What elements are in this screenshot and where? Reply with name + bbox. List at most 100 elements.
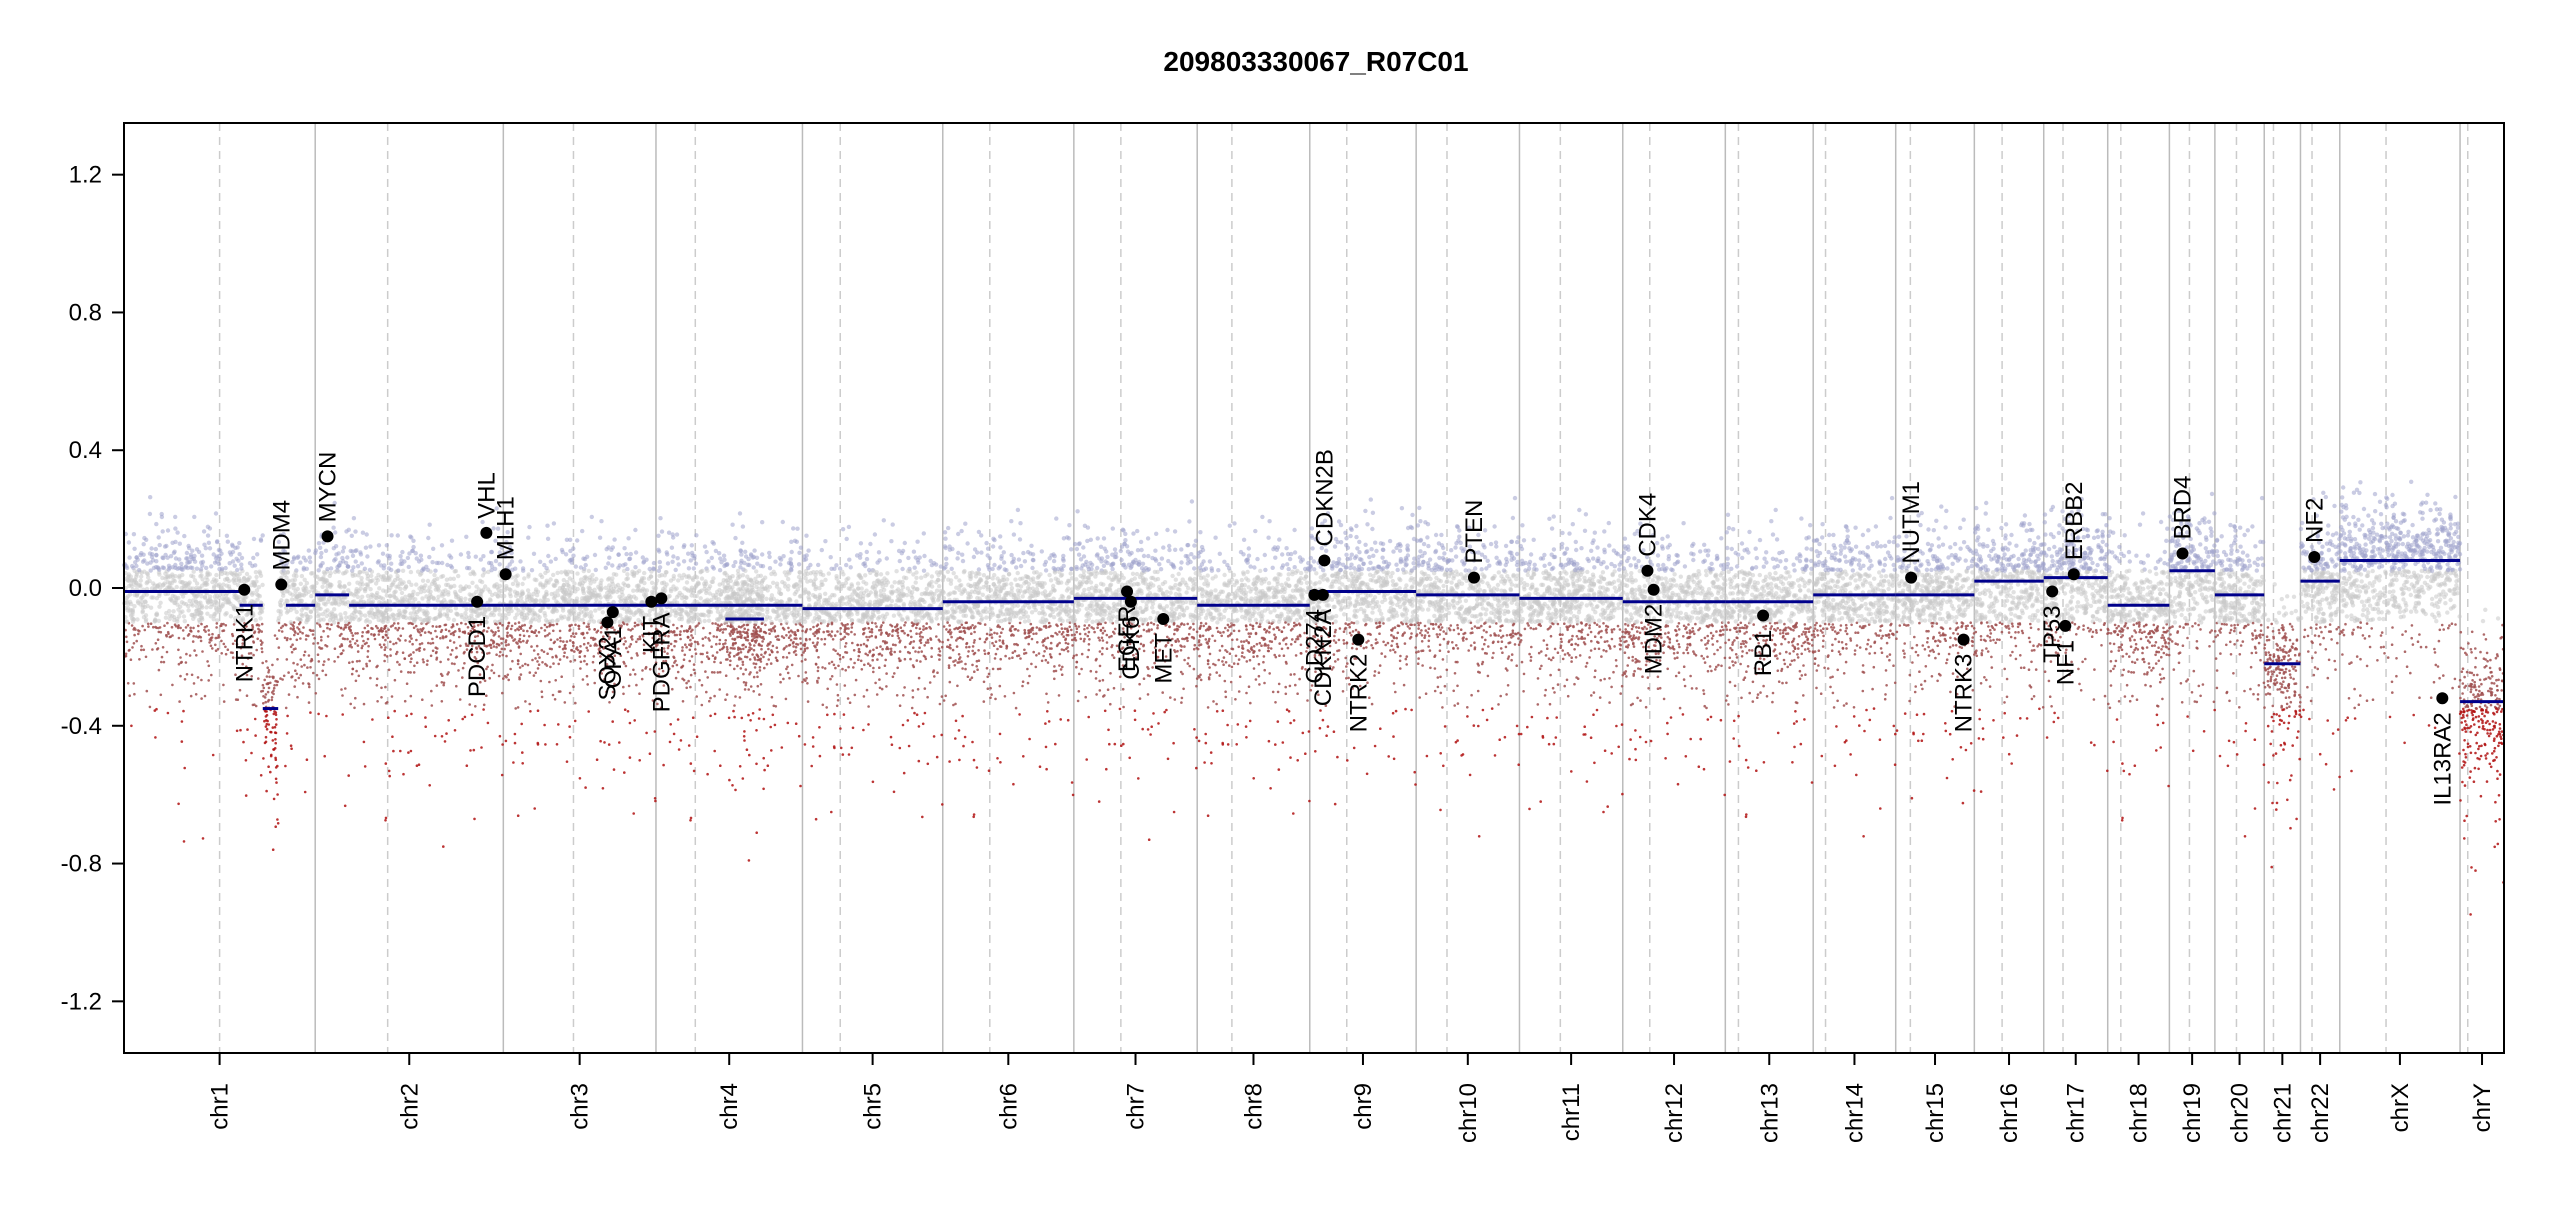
probe-point <box>696 580 700 584</box>
probe-point <box>379 643 382 646</box>
probe-point <box>352 516 356 520</box>
probe-point <box>480 611 484 615</box>
probe-point <box>267 765 270 768</box>
probe-point <box>265 693 268 696</box>
probe-point <box>612 537 616 541</box>
probe-point <box>839 627 842 630</box>
probe-point <box>389 654 392 657</box>
probe-point <box>903 772 906 775</box>
probe-point <box>767 555 771 559</box>
probe-point <box>726 651 729 654</box>
probe-point <box>186 673 189 676</box>
probe-point <box>701 661 704 664</box>
probe-point <box>459 645 462 648</box>
probe-point <box>168 597 172 601</box>
probe-point <box>316 603 320 607</box>
probe-point <box>132 532 136 536</box>
probe-point <box>464 607 468 611</box>
probe-point <box>410 657 413 660</box>
probe-point <box>641 669 644 672</box>
probe-point <box>772 645 775 648</box>
probe-point <box>299 637 302 640</box>
probe-point <box>560 548 564 552</box>
probe-point <box>707 587 711 591</box>
probe-point <box>677 718 680 721</box>
probe-point <box>733 536 737 540</box>
probe-point <box>426 599 430 603</box>
probe-point <box>760 600 764 604</box>
probe-point <box>787 672 790 675</box>
probe-point <box>738 657 741 660</box>
probe-point <box>514 733 517 736</box>
probe-point <box>707 599 711 603</box>
probe-point <box>785 645 788 648</box>
probe-point <box>201 650 204 653</box>
probe-point <box>309 666 312 669</box>
probe-point <box>676 578 680 582</box>
probe-point <box>396 533 400 537</box>
probe-point <box>278 629 281 632</box>
probe-point <box>149 706 152 709</box>
probe-point <box>891 743 894 746</box>
probe-point <box>195 604 199 608</box>
probe-point <box>544 624 547 627</box>
probe-point <box>442 635 445 638</box>
probe-point <box>574 659 577 662</box>
probe-point <box>454 606 458 610</box>
probe-point <box>343 571 347 575</box>
probe-point <box>742 777 745 780</box>
probe-point <box>559 640 562 643</box>
probe-point <box>644 592 648 596</box>
probe-point <box>389 533 393 537</box>
probe-point <box>546 626 549 629</box>
probe-point <box>376 627 379 630</box>
probe-point <box>150 622 153 625</box>
probe-point <box>721 648 724 651</box>
probe-point <box>763 769 766 772</box>
probe-point <box>246 577 250 581</box>
probe-point <box>422 658 425 661</box>
probe-point <box>694 641 697 644</box>
probe-point <box>694 533 698 537</box>
probe-point <box>388 594 392 598</box>
probe-point <box>317 713 320 716</box>
probe-point <box>290 593 294 597</box>
probe-point <box>454 595 458 599</box>
probe-point <box>722 558 726 562</box>
probe-point <box>861 668 864 671</box>
probe-point <box>396 568 400 572</box>
probe-point <box>714 657 717 660</box>
probe-point <box>273 687 276 690</box>
probe-point <box>642 588 646 592</box>
probe-point <box>831 630 834 633</box>
probe-point <box>574 624 577 627</box>
probe-point <box>694 648 697 651</box>
probe-point <box>544 590 548 594</box>
probe-point <box>702 627 705 630</box>
probe-point <box>320 636 323 639</box>
probe-point <box>745 575 749 579</box>
probe-point <box>355 670 358 673</box>
probe-point <box>266 714 269 717</box>
probe-point <box>308 560 312 564</box>
probe-point <box>775 635 778 638</box>
probe-point <box>541 661 544 664</box>
probe-point <box>364 765 367 768</box>
probe-point <box>747 588 751 592</box>
probe-point <box>872 667 875 670</box>
probe-point <box>395 574 399 578</box>
probe-point <box>689 686 692 689</box>
probe-point <box>917 651 920 654</box>
probe-point <box>144 629 147 632</box>
probe-point <box>382 611 386 615</box>
probe-point <box>730 574 734 578</box>
probe-point <box>719 671 722 674</box>
probe-point <box>195 567 199 571</box>
probe-point <box>680 625 683 628</box>
probe-point <box>458 589 462 593</box>
probe-point <box>544 566 548 570</box>
probe-point <box>357 644 360 647</box>
probe-point <box>417 559 421 563</box>
probe-point <box>352 668 355 671</box>
probe-point <box>456 574 460 578</box>
